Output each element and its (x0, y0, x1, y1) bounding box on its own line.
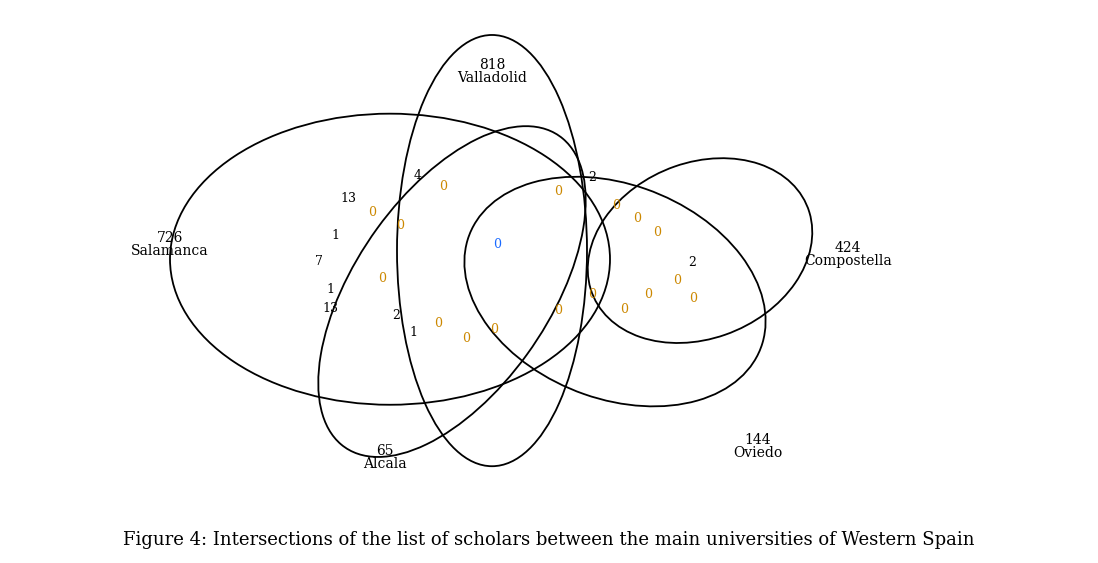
Text: 65: 65 (377, 444, 394, 458)
Text: Oviedo: Oviedo (733, 446, 783, 461)
Text: 2: 2 (392, 309, 400, 322)
Text: Salamanca: Salamanca (131, 244, 209, 258)
Text: 13: 13 (322, 302, 338, 315)
Text: 0: 0 (634, 212, 641, 225)
Text: 424: 424 (834, 242, 861, 256)
Text: 0: 0 (439, 181, 447, 194)
Text: Alcala: Alcala (363, 457, 407, 471)
Text: 0: 0 (554, 305, 562, 318)
Text: 1: 1 (330, 229, 339, 242)
Text: Compostella: Compostella (804, 254, 892, 269)
Text: 818: 818 (479, 58, 505, 72)
Text: Figure 4: Intersections of the list of scholars between the main universities of: Figure 4: Intersections of the list of s… (123, 531, 975, 549)
Text: 4: 4 (414, 169, 422, 182)
Text: 0: 0 (645, 288, 652, 301)
Text: 13: 13 (340, 193, 356, 205)
Text: 0: 0 (378, 272, 386, 285)
Text: 0: 0 (589, 288, 596, 301)
Text: 1: 1 (326, 283, 334, 296)
Text: 0: 0 (673, 274, 681, 287)
Text: 0: 0 (368, 207, 376, 220)
Text: 0: 0 (620, 303, 628, 316)
Text: 1: 1 (408, 326, 417, 339)
Text: 0: 0 (493, 238, 501, 251)
Text: 2: 2 (589, 171, 596, 184)
Text: 2: 2 (688, 256, 696, 269)
Text: 726: 726 (157, 231, 183, 245)
Text: 0: 0 (653, 226, 661, 239)
Text: Valladolid: Valladolid (457, 71, 527, 85)
Text: 0: 0 (554, 185, 562, 198)
Text: 0: 0 (490, 323, 498, 336)
Text: 7: 7 (315, 255, 323, 268)
Text: 0: 0 (434, 318, 442, 330)
Text: 0: 0 (690, 292, 697, 305)
Text: 0: 0 (396, 220, 404, 233)
Text: 0: 0 (612, 199, 620, 212)
Text: 0: 0 (462, 333, 470, 346)
Text: 144: 144 (744, 434, 771, 448)
